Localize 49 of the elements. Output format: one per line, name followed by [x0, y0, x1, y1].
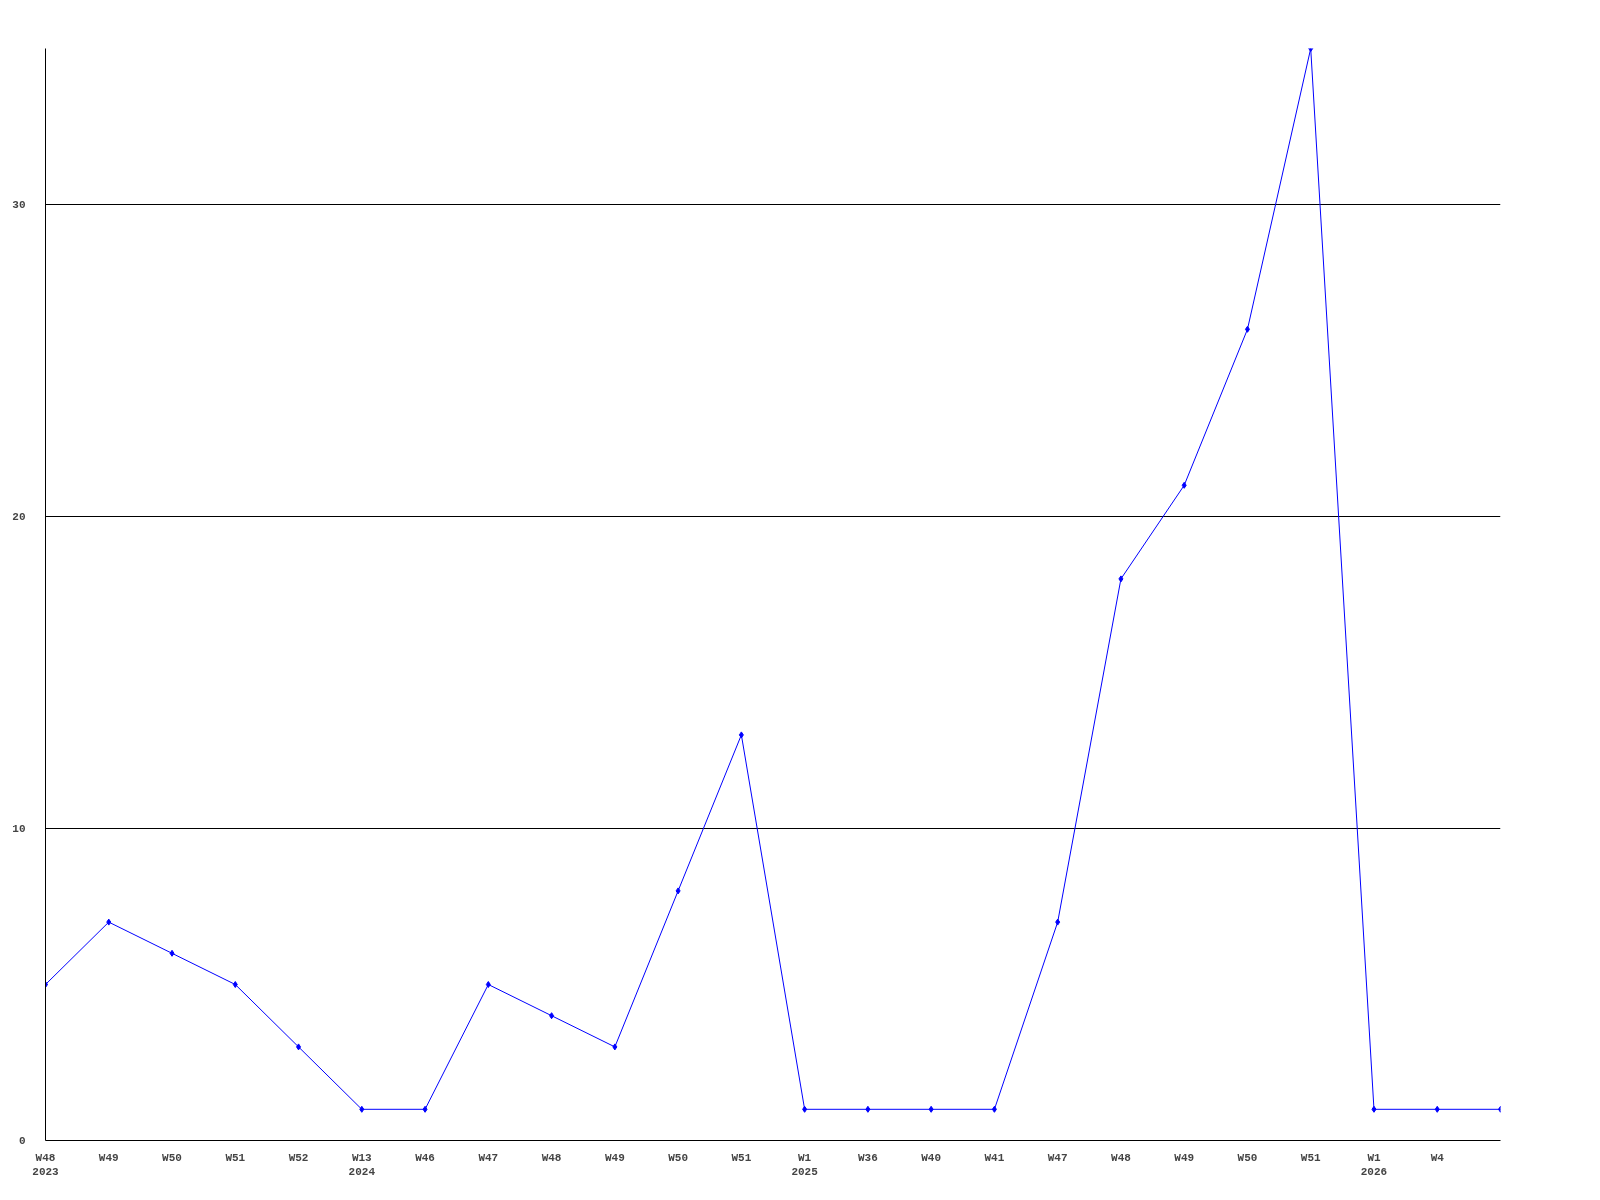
x-tick-label: W51 — [731, 1151, 752, 1164]
point — [1244, 325, 1250, 333]
x-tick-label: W50 — [162, 1151, 182, 1164]
x-tick-label: W13 2024 — [348, 1151, 376, 1178]
point — [549, 1012, 555, 1020]
x-tick-label: W40 — [921, 1151, 942, 1164]
x-tick-label: W1 2025 — [791, 1151, 819, 1178]
point — [612, 1043, 618, 1051]
x-tick-label: W47 — [478, 1151, 499, 1164]
point — [296, 1043, 302, 1051]
line-series — [45, 48, 1501, 1113]
point — [675, 887, 681, 895]
point — [738, 731, 744, 739]
x-tick-label: W48 2023 — [32, 1151, 60, 1178]
y-tick-label: 0 — [18, 1135, 26, 1147]
x-tick-label: W47 — [1047, 1151, 1068, 1164]
x-tick-label: W48 — [1111, 1151, 1132, 1164]
point — [802, 1105, 808, 1113]
y-tick-label: 30 — [12, 199, 26, 211]
x-tick-label: W46 — [415, 1151, 435, 1164]
y-tick-label: 10 — [12, 823, 26, 835]
x-tick-label: W49 — [1174, 1151, 1195, 1164]
point — [169, 949, 175, 957]
x-tick-label: W41 — [984, 1151, 1005, 1164]
point — [106, 918, 112, 926]
point — [928, 1105, 934, 1113]
x-tick-label: W48 — [541, 1151, 562, 1164]
x-tick-label: W51 — [1300, 1151, 1322, 1164]
point — [359, 1105, 365, 1113]
point — [991, 1105, 997, 1113]
point — [232, 981, 238, 988]
point — [1055, 918, 1061, 926]
x-tick-label: W49 — [98, 1151, 119, 1164]
point — [1371, 1105, 1377, 1113]
point — [1181, 481, 1187, 489]
point — [1434, 1105, 1440, 1113]
x-tick-label: W4 — [1430, 1151, 1445, 1164]
x-tick-label: W50 — [668, 1151, 689, 1164]
point — [1118, 575, 1124, 583]
point — [865, 1105, 871, 1113]
point — [422, 1105, 428, 1113]
x-tick-label: W50 — [1237, 1151, 1258, 1164]
x-tick-label: W49 — [604, 1151, 625, 1164]
y-tick-label: 20 — [12, 511, 26, 523]
x-tick-label: W1 2026 — [1360, 1151, 1388, 1178]
x-tick-label: W52 — [288, 1151, 309, 1164]
x-tick-label: W36 — [857, 1151, 878, 1164]
x-tick-label: W51 — [225, 1151, 246, 1164]
point — [485, 981, 491, 988]
